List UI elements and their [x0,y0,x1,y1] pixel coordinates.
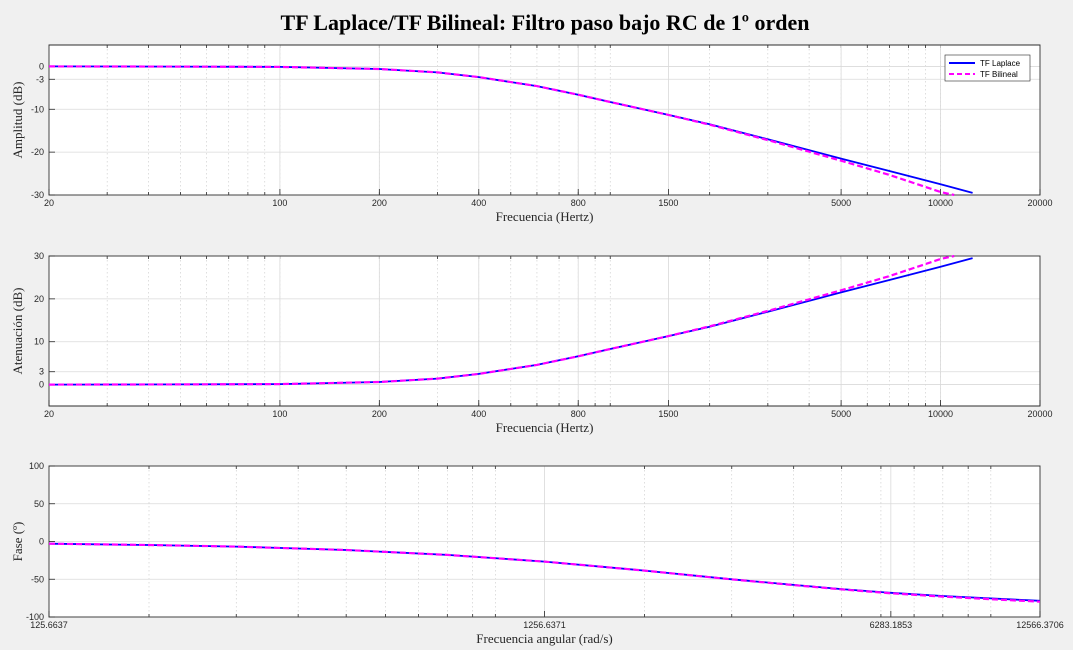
y-axis-label: Amplitud (dB) [10,82,25,159]
x-tick-label: 800 [571,409,586,419]
x-tick-label: 800 [571,198,586,208]
y-tick-label: 0 [39,537,44,547]
y-tick-label: 0 [39,61,44,71]
y-tick-label: 0 [39,380,44,390]
x-tick-label: 10000 [928,409,953,419]
x-tick-label: 20000 [1027,409,1052,419]
series-line-bilineal [49,255,955,386]
x-tick-label: 12566.3706 [1016,620,1064,630]
x-tick-label: 200 [372,198,387,208]
subplot-amplitude: 20 100 200 400 800 1500 5000 10000 20000-30-20-1… [10,44,1053,224]
x-tick-label: 1500 [658,198,678,208]
x-tick-label: 100 [272,409,287,419]
series-line-bilineal [49,65,955,196]
x-tick-label: 200 [372,409,387,419]
y-tick-label: 30 [34,251,44,261]
y-tick-label: -3 [36,74,44,84]
x-tick-label: 5000 [831,409,851,419]
y-tick-label: -30 [31,190,44,200]
y-tick-label: 10 [34,337,44,347]
plots-container: 20 100 200 400 800 1500 5000 10000 20000-30-20-1… [10,44,1064,646]
legend-label: TF Laplace [980,59,1021,68]
x-tick-label: 400 [471,198,486,208]
y-tick-label: 20 [34,294,44,304]
series-line-bilineal [49,542,1040,603]
x-tick-label: 5000 [831,198,851,208]
axes-frame [48,255,1041,407]
x-tick-label: 100 [272,198,287,208]
x-axis-label: Frecuencia angular (rad/s) [476,631,612,646]
x-tick-label: 20000 [1027,198,1052,208]
y-tick-label: 100 [29,461,44,471]
subplot-phase: 125.6637 1256.6371 6283.1853 12566.3706 -100… [10,461,1064,646]
y-tick-label: -10 [31,104,44,114]
x-tick-label: 20 [44,409,54,419]
axes-frame [48,44,1041,196]
y-tick-label: -50 [31,574,44,584]
x-tick-label: 1500 [658,409,678,419]
y-axis-label: Fase (º) [10,522,25,562]
x-axis-label: Frecuencia (Hertz) [496,420,594,435]
figure-title: TF Laplace/TF Bilineal: Filtro paso bajo… [281,10,810,35]
x-tick-label: 125.6637 [30,620,68,630]
y-axis-label: Atenuación (dB) [10,287,25,374]
x-tick-label: 6283.1853 [870,620,913,630]
x-tick-label: 20 [44,198,54,208]
subplot-attenuation: 20 100 200 400 800 1500 5000 10000 20000 0 3 10 20 30… [10,251,1053,435]
x-tick-label: 10000 [928,198,953,208]
axes-frame [48,465,1041,618]
legend: TF Laplace TF Bilineal [944,54,1031,82]
y-tick-label: -100 [26,612,44,622]
y-tick-label: -20 [31,147,44,157]
x-tick-label: 400 [471,409,486,419]
y-tick-label: 50 [34,499,44,509]
legend-box [944,54,1031,82]
x-tick-label: 1256.6371 [523,620,566,630]
y-tick-label: 3 [39,367,44,377]
x-axis-label: Frecuencia (Hertz) [496,209,594,224]
legend-label: TF Bilineal [980,70,1018,79]
